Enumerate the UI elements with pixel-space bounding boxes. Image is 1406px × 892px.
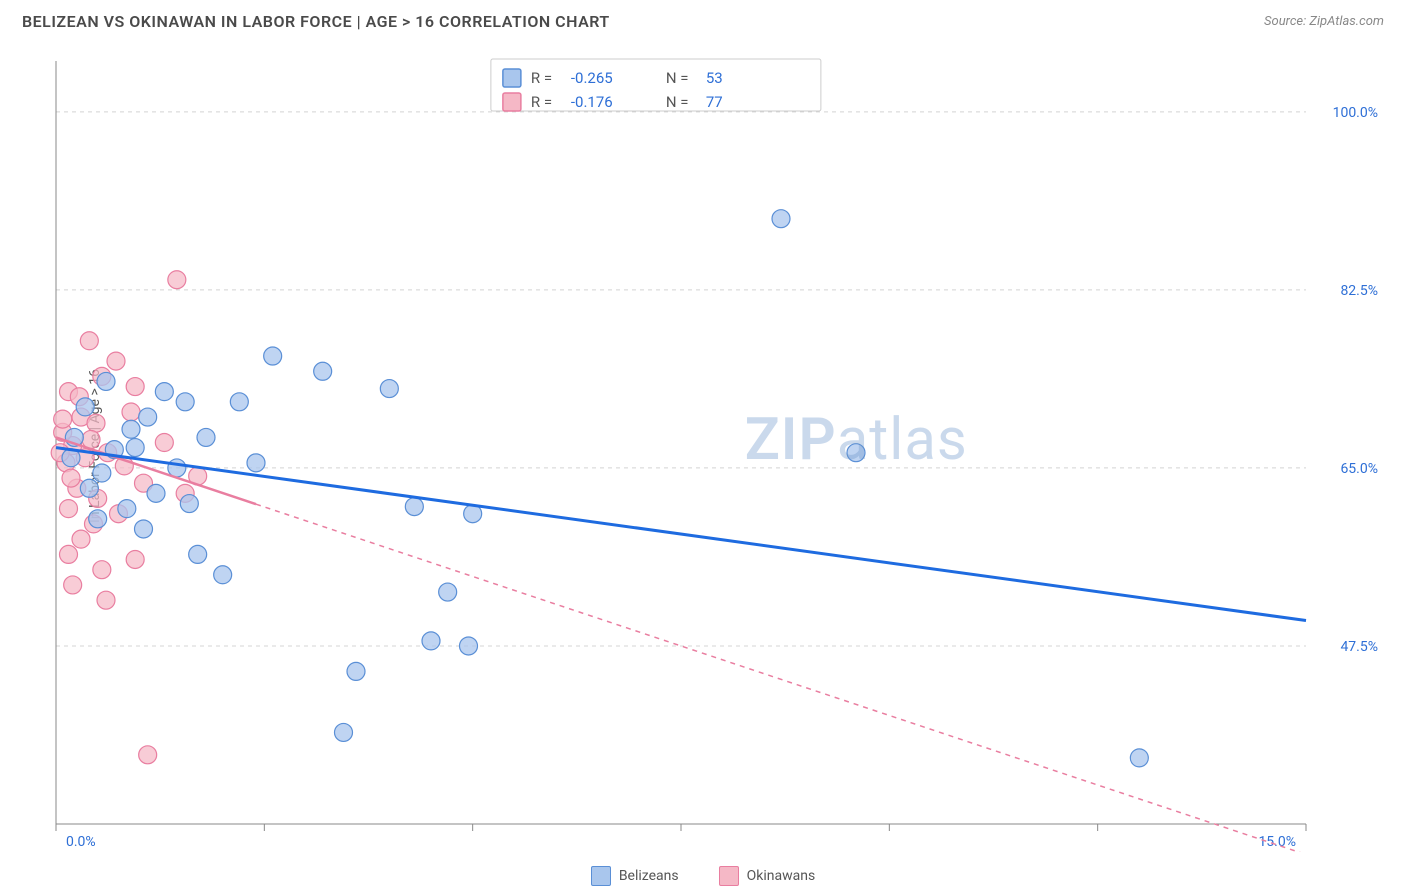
chart-source: Source: ZipAtlas.com xyxy=(1264,14,1384,29)
scatter-marker-okinawans xyxy=(126,378,144,396)
scatter-marker-okinawans xyxy=(97,591,115,609)
scatter-marker-okinawans xyxy=(80,332,98,350)
corr-N-label: N = xyxy=(666,69,689,87)
legend-item-belizeans: Belizeans xyxy=(591,866,679,886)
scatter-marker-okinawans xyxy=(87,414,105,432)
legend-item-okinawans: Okinawans xyxy=(719,866,816,886)
corr-R-value-okinawans: -0.176 xyxy=(571,93,613,111)
scatter-marker-okinawans xyxy=(155,434,173,452)
scatter-marker-belizeans xyxy=(247,454,265,472)
corr-R-value-belizeans: -0.265 xyxy=(571,69,613,87)
scatter-marker-okinawans xyxy=(126,550,144,568)
scatter-marker-belizeans xyxy=(147,484,165,502)
corr-N-value-belizeans: 53 xyxy=(706,69,723,87)
corr-R-label: R = xyxy=(531,69,552,87)
scatter-marker-belizeans xyxy=(97,372,115,390)
scatter-marker-belizeans xyxy=(230,393,248,411)
scatter-marker-belizeans xyxy=(335,723,353,741)
scatter-marker-belizeans xyxy=(89,510,107,528)
scatter-marker-belizeans xyxy=(264,347,282,365)
scatter-marker-belizeans xyxy=(422,632,440,650)
scatter-marker-belizeans xyxy=(118,500,136,518)
scatter-marker-okinawans xyxy=(60,545,78,563)
y-tick-label: 100.0% xyxy=(1333,105,1378,121)
scatter-marker-okinawans xyxy=(64,576,82,594)
legend-label: Belizeans xyxy=(619,868,679,884)
scatter-marker-okinawans xyxy=(62,469,80,487)
corr-swatch-okinawans xyxy=(503,93,521,111)
scatter-marker-okinawans xyxy=(107,352,125,370)
scatter-marker-belizeans xyxy=(93,464,111,482)
legend-swatch xyxy=(591,866,611,886)
scatter-marker-belizeans xyxy=(847,444,865,462)
scatter-marker-belizeans xyxy=(1130,749,1148,767)
scatter-marker-belizeans xyxy=(126,439,144,457)
chart-title: BELIZEAN VS OKINAWAN IN LABOR FORCE | AG… xyxy=(22,12,610,31)
legend-swatch xyxy=(719,866,739,886)
scatter-marker-okinawans xyxy=(122,403,140,421)
scatter-marker-belizeans xyxy=(180,495,198,513)
scatter-marker-belizeans xyxy=(176,393,194,411)
scatter-marker-belizeans xyxy=(314,362,332,380)
y-tick-label: 47.5% xyxy=(1340,639,1378,655)
scatter-marker-belizeans xyxy=(155,383,173,401)
scatter-marker-belizeans xyxy=(168,459,186,477)
scatter-marker-belizeans xyxy=(122,420,140,438)
scatter-marker-okinawans xyxy=(168,271,186,289)
scatter-marker-belizeans xyxy=(189,545,207,563)
scatter-marker-belizeans xyxy=(405,498,423,516)
x-tick-label: 15.0% xyxy=(1258,834,1296,850)
scatter-marker-belizeans xyxy=(214,566,232,584)
scatter-marker-okinawans xyxy=(93,561,111,579)
x-tick-label: 0.0% xyxy=(66,834,96,850)
corr-N-label: N = xyxy=(666,93,689,111)
scatter-marker-belizeans xyxy=(460,637,478,655)
corr-R-label: R = xyxy=(531,93,552,111)
scatter-marker-okinawans xyxy=(139,746,157,764)
scatter-marker-belizeans xyxy=(439,583,457,601)
scatter-marker-belizeans xyxy=(135,520,153,538)
y-tick-label: 82.5% xyxy=(1340,283,1378,299)
scatter-marker-belizeans xyxy=(80,479,98,497)
y-tick-label: 65.0% xyxy=(1340,461,1378,477)
corr-swatch-belizeans xyxy=(503,69,521,87)
scatter-marker-belizeans xyxy=(197,428,215,446)
scatter-marker-belizeans xyxy=(347,662,365,680)
scatter-marker-belizeans xyxy=(772,210,790,228)
scatter-marker-okinawans xyxy=(54,410,72,428)
scatter-marker-okinawans xyxy=(60,500,78,518)
chart-area: 47.5% 65.0% 82.5% 100.0% 0.0% 15.0% R = -0.265 N… xyxy=(50,55,1386,852)
corr-N-value-okinawans: 77 xyxy=(706,93,723,111)
bottom-legend: Belizeans Okinawans xyxy=(0,866,1406,886)
scatter-marker-belizeans xyxy=(76,398,94,416)
legend-label: Okinawans xyxy=(747,868,816,884)
scatter-marker-belizeans xyxy=(380,380,398,398)
scatter-chart: 47.5% 65.0% 82.5% 100.0% 0.0% 15.0% R = -0.265 N… xyxy=(50,55,1386,852)
trendline-okinawans-dashed xyxy=(256,504,1306,852)
scatter-marker-okinawans xyxy=(72,530,90,548)
trendline-belizeans xyxy=(56,448,1306,621)
scatter-marker-belizeans xyxy=(139,408,157,426)
